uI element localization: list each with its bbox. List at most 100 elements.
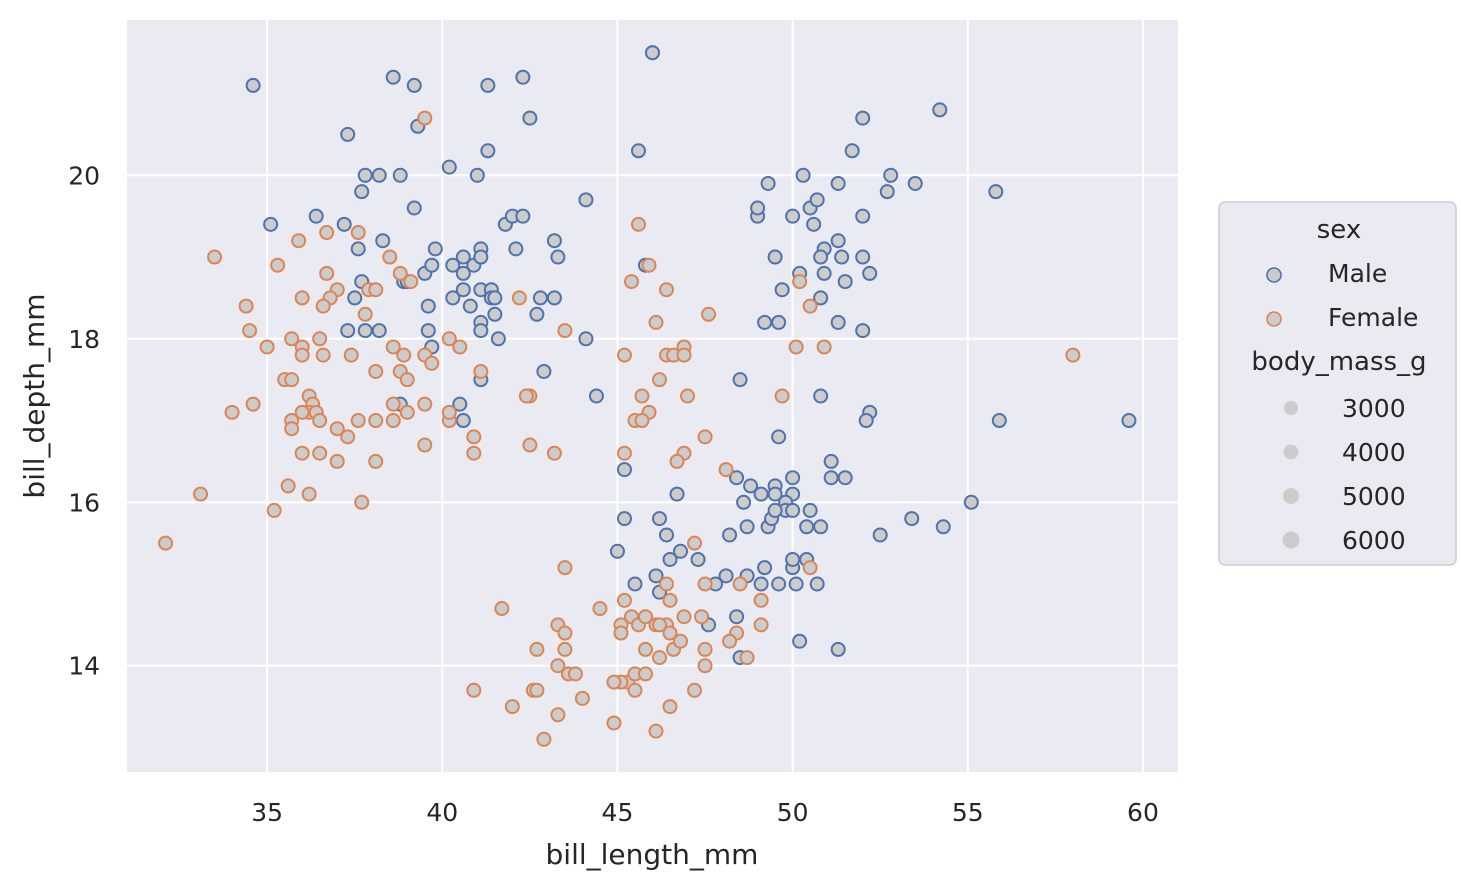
data-point — [767, 249, 783, 265]
y-tick-label: 16 — [68, 488, 100, 517]
data-point — [652, 511, 668, 527]
legend-size-entries: 3000 4000 5000 6000 — [1282, 394, 1406, 555]
data-point — [676, 347, 692, 363]
data-point — [662, 592, 678, 608]
data-point — [368, 413, 384, 429]
data-point — [445, 257, 461, 273]
data-point — [616, 347, 632, 363]
data-point — [799, 519, 815, 535]
data-point — [371, 323, 387, 339]
legend-size-marker — [1282, 531, 1300, 549]
data-point — [315, 347, 331, 363]
legend-size-label: 5000 — [1342, 482, 1406, 511]
data-point — [343, 347, 359, 363]
data-point — [645, 45, 660, 61]
data-point — [592, 601, 608, 617]
data-point — [473, 249, 489, 265]
data-point — [623, 274, 639, 290]
data-point — [340, 429, 356, 445]
data-point — [673, 633, 689, 649]
data-point — [406, 77, 422, 93]
data-point — [557, 641, 573, 657]
data-point — [399, 404, 415, 420]
data-point — [266, 502, 282, 518]
data-point — [487, 306, 503, 322]
data-points — [158, 45, 1137, 747]
data-point — [417, 396, 433, 412]
data-point — [627, 682, 643, 698]
data-point — [315, 298, 331, 314]
data-point — [424, 355, 440, 371]
y-axis-label: bill_depth_mm — [18, 293, 51, 498]
data-point — [455, 413, 471, 429]
data-point — [469, 167, 485, 183]
data-point — [785, 502, 801, 518]
data-point — [816, 339, 832, 355]
data-point — [490, 331, 506, 347]
data-point — [550, 658, 566, 674]
data-point — [259, 339, 275, 355]
data-point — [385, 413, 401, 429]
data-point — [238, 298, 254, 314]
data-point — [385, 396, 401, 412]
data-point — [732, 372, 748, 388]
data-point — [823, 453, 839, 469]
data-point — [515, 69, 531, 85]
data-point — [546, 445, 562, 461]
data-point — [767, 502, 783, 518]
legend-size-marker — [1284, 401, 1298, 415]
data-point — [557, 625, 573, 641]
data-point — [371, 167, 387, 183]
data-point — [659, 527, 675, 543]
data-point — [813, 290, 829, 306]
data-point — [785, 470, 801, 486]
legend-male-marker — [1266, 267, 1282, 283]
data-point — [616, 445, 632, 461]
data-point — [637, 666, 653, 682]
x-tick-label: 35 — [251, 798, 283, 827]
data-point — [441, 159, 457, 175]
data-point — [368, 282, 384, 298]
data-point — [511, 290, 527, 306]
data-point — [452, 339, 468, 355]
data-point — [785, 551, 801, 567]
data-point — [532, 290, 548, 306]
data-point — [802, 298, 818, 314]
data-point — [659, 282, 675, 298]
data-point — [557, 560, 573, 576]
legend-hue-title: sex — [1317, 215, 1361, 245]
data-point — [718, 568, 734, 584]
data-point — [245, 396, 261, 412]
y-tick-label: 20 — [68, 161, 100, 190]
data-point — [907, 175, 923, 191]
data-point — [988, 184, 1004, 200]
data-point — [774, 388, 790, 404]
data-point — [270, 257, 286, 273]
data-point — [648, 568, 664, 584]
data-point — [406, 200, 422, 216]
data-point — [816, 265, 832, 281]
data-point — [382, 249, 398, 265]
data-point — [578, 192, 594, 208]
data-point — [774, 282, 790, 298]
data-point — [357, 323, 373, 339]
data-point — [427, 241, 443, 257]
data-point — [392, 167, 408, 183]
data-point — [634, 413, 650, 429]
data-point — [697, 641, 713, 657]
x-tick-label: 60 — [1127, 798, 1159, 827]
data-point — [536, 731, 552, 747]
data-point — [844, 143, 860, 159]
data-point — [368, 453, 384, 469]
data-point — [785, 208, 801, 224]
data-point — [420, 298, 436, 314]
data-point — [347, 290, 363, 306]
data-point — [830, 314, 846, 330]
data-point — [473, 323, 489, 339]
data-point — [855, 249, 871, 265]
data-point — [403, 274, 419, 290]
data-point — [354, 494, 370, 510]
data-point — [574, 690, 590, 706]
data-point — [329, 421, 345, 437]
data-point — [455, 249, 471, 265]
